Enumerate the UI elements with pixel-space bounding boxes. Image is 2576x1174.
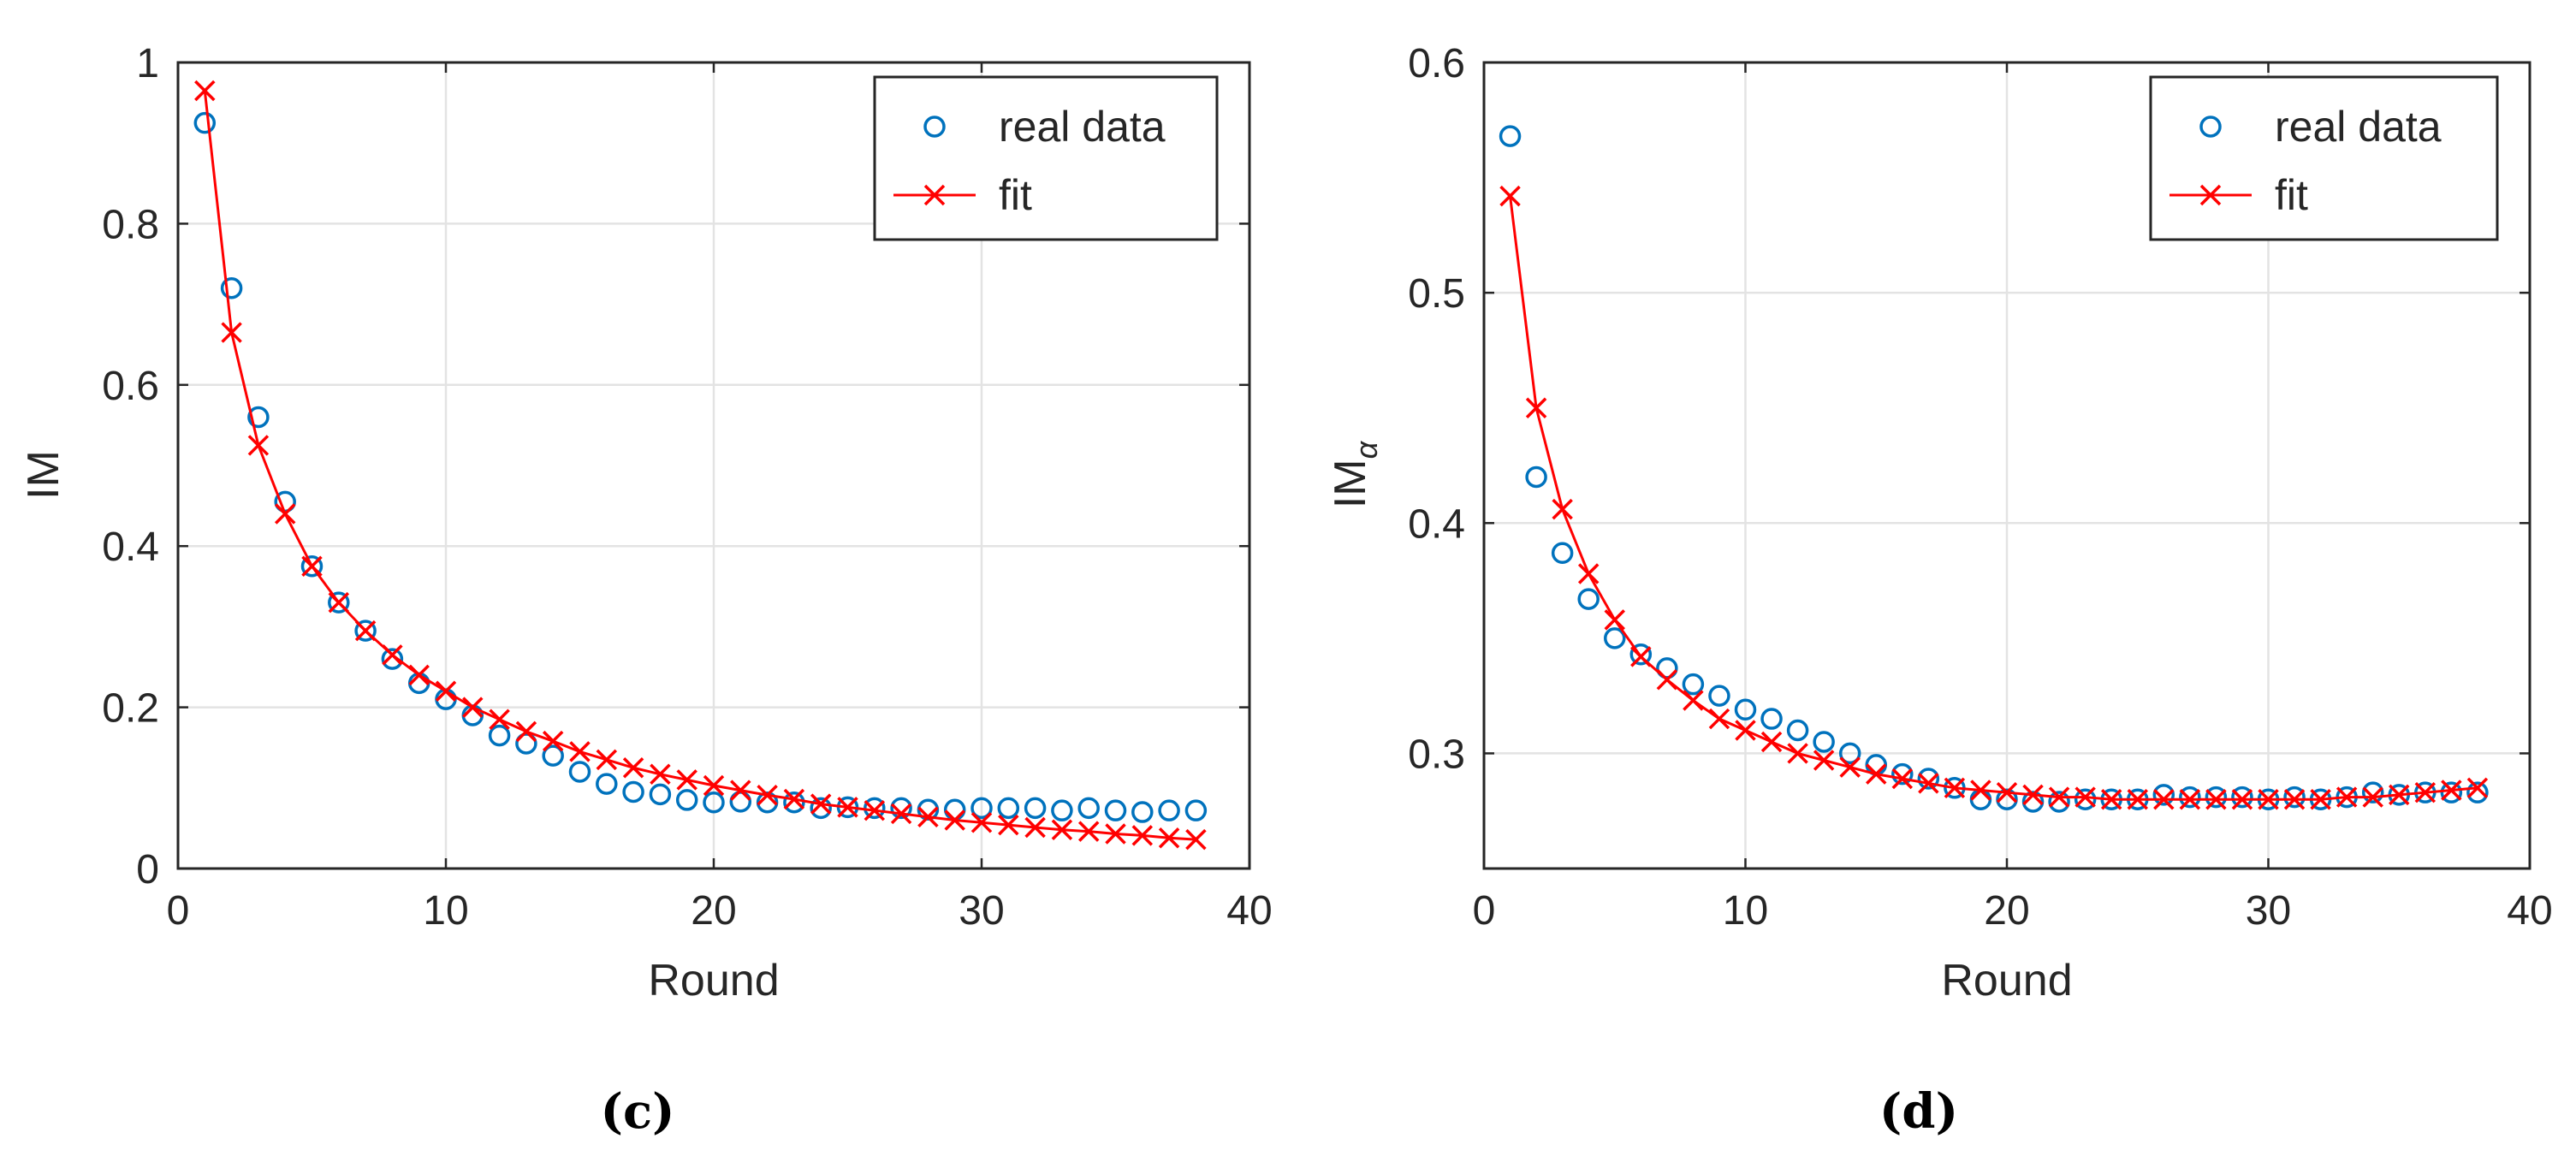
x-tick-label: 10 [423, 888, 468, 934]
x-axis-label: Round [648, 956, 779, 1005]
y-axis-label-main: IM [1326, 459, 1375, 508]
x-tick-label: 0 [167, 888, 190, 934]
legend-label-fit: fit [999, 171, 1032, 219]
x-axis-label: Round [1941, 956, 2072, 1005]
x-tick-label: 30 [2246, 888, 2291, 934]
y-tick-label: 0.8 [102, 202, 159, 247]
x-tick-label: 10 [1723, 888, 1768, 934]
legend-label-real-data: real data [2275, 103, 2442, 151]
legend-label-real-data: real data [999, 103, 1166, 151]
y-axis-label-main: IM [19, 450, 68, 500]
legend-box [875, 77, 1217, 240]
x-tick-label: 40 [2507, 888, 2552, 934]
x-tick-label: 40 [1226, 888, 1272, 934]
y-axis-label: IM [19, 450, 68, 500]
y-tick-label: 0.3 [1408, 732, 1465, 777]
y-axis-label-subscript: α [1349, 440, 1384, 459]
x-tick-label: 0 [1473, 888, 1496, 934]
y-tick-label: 0.5 [1408, 271, 1465, 317]
x-tick-label: 30 [959, 888, 1004, 934]
panel-caption: (c) [600, 1083, 674, 1140]
x-tick-label: 20 [1984, 888, 2029, 934]
figure: 0 10 20 30 40 0 0.2 0.4 0.6 0.8 1 Round IM real data f… [0, 0, 2576, 1170]
y-tick-label: 0.4 [102, 525, 159, 570]
y-tick-label: 0.6 [102, 364, 159, 409]
y-tick-label: 1 [136, 41, 159, 86]
panel-caption: (d) [1879, 1083, 1958, 1140]
y-tick-label: 0.2 [102, 686, 159, 732]
legend: real data fit [2151, 77, 2497, 240]
legend-box [2151, 77, 2497, 240]
x-tick-label: 20 [691, 888, 736, 934]
legend-label-fit: fit [2275, 171, 2308, 219]
legend: real data fit [875, 77, 1217, 240]
y-tick-label: 0 [136, 847, 159, 892]
y-tick-label: 0.6 [1408, 41, 1465, 86]
y-tick-label: 0.4 [1408, 501, 1465, 547]
